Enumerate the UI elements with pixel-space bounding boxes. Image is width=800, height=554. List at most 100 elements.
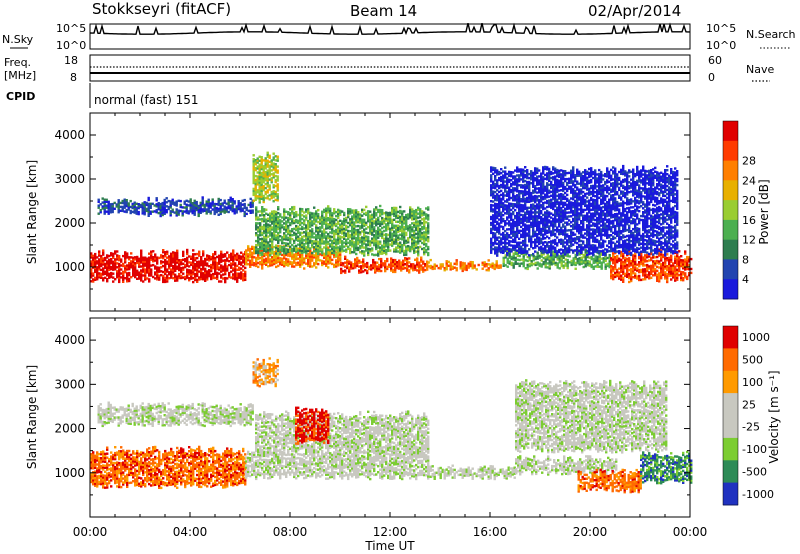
echo-column <box>542 166 545 254</box>
echo-column <box>236 252 239 283</box>
echo-column <box>410 263 413 270</box>
echo-column <box>526 169 529 255</box>
echo-column <box>100 254 103 279</box>
colorbar-swatch <box>723 239 738 260</box>
echo-column <box>92 254 95 283</box>
nsearch-label: N.Search <box>746 28 796 41</box>
velocity-colorbar-label: Velocity [m s⁻¹] <box>767 370 781 463</box>
echo-column <box>281 216 284 253</box>
echo-column <box>126 252 129 283</box>
date-label: 02/Apr/2014 <box>588 2 681 20</box>
echo-column <box>295 211 298 253</box>
colorbar-tick-label: 500 <box>742 354 763 367</box>
echo-column <box>141 202 144 215</box>
echo-column <box>158 256 161 281</box>
echo-column <box>435 264 438 268</box>
freq-unit-label: [MHz] <box>4 69 36 82</box>
echo-column <box>367 210 370 257</box>
echo-column <box>99 203 102 214</box>
x-axis-label: Time UT <box>364 539 415 553</box>
echo-column <box>307 208 310 252</box>
echo-column <box>171 198 174 213</box>
echo-column <box>152 250 155 279</box>
echo-column <box>386 257 389 271</box>
echo-column <box>115 203 118 208</box>
echo-column <box>196 252 199 283</box>
echo-column <box>387 211 390 252</box>
echo-column <box>269 212 272 257</box>
echo-column <box>297 213 300 252</box>
echo-column <box>417 206 420 257</box>
echo-column <box>451 265 454 270</box>
echo-column <box>376 261 379 272</box>
echo-column <box>390 257 393 272</box>
echo-column <box>352 263 355 270</box>
echo-column <box>626 249 629 278</box>
echo-column <box>392 258 395 274</box>
echo-column <box>164 251 167 284</box>
echo-column <box>175 200 178 217</box>
echo-column <box>499 264 502 269</box>
echo-column <box>210 256 213 281</box>
echo-column <box>283 208 286 255</box>
echo-column <box>163 198 166 215</box>
echo-column <box>427 261 430 268</box>
echo-column <box>556 168 559 257</box>
echo-column <box>351 209 354 254</box>
colorbar-swatch <box>723 393 738 416</box>
echo-column <box>552 166 555 250</box>
echo-column <box>646 254 649 279</box>
echo-column <box>103 198 106 215</box>
time-tick-labels: 00:00 04:00 08:00 12:00 16:00 20:00 00:00 <box>73 525 708 539</box>
colorbar-swatch <box>723 219 738 241</box>
echo-column <box>538 169 541 251</box>
echo-column <box>544 165 547 254</box>
echo-column <box>183 200 186 213</box>
colorbar-swatch <box>723 180 738 201</box>
echo-column <box>313 206 316 253</box>
echo-column <box>144 256 147 281</box>
echo-column <box>259 210 262 257</box>
echo-column <box>222 253 225 280</box>
echo-column <box>323 252 326 265</box>
echo-column <box>106 254 109 283</box>
echo-column <box>401 210 404 253</box>
echo-column <box>680 255 683 282</box>
echo-column <box>373 208 376 257</box>
echo-column <box>267 213 270 252</box>
echo-column <box>342 262 345 273</box>
echo-column <box>375 206 378 257</box>
echo-column <box>380 257 383 273</box>
echo-column <box>149 202 152 215</box>
echo-column <box>190 255 193 280</box>
echo-column <box>467 262 470 269</box>
echo-column <box>345 216 348 253</box>
echo-column <box>481 261 484 270</box>
echo-column <box>366 261 369 275</box>
echo-column <box>407 213 410 252</box>
velocity-y-axis-label: Slant Range [km] <box>25 365 39 469</box>
echo-column <box>249 247 252 268</box>
echo-column <box>133 201 136 214</box>
echo-column <box>220 250 223 283</box>
echo-column <box>420 256 423 271</box>
echo-column <box>130 252 133 279</box>
echo-column <box>554 167 557 253</box>
echo-column <box>485 262 488 272</box>
echo-column <box>620 250 623 281</box>
nsky-label: N.Sky <box>2 33 34 46</box>
colorbar-swatch <box>723 460 738 484</box>
echo-column <box>319 253 322 262</box>
echo-column <box>394 258 397 274</box>
echo-column <box>422 260 425 273</box>
echo-column <box>109 203 112 214</box>
echo-column <box>534 167 537 253</box>
echo-column <box>423 211 426 256</box>
echo-column <box>265 208 268 253</box>
colorbar-swatch <box>723 160 738 181</box>
echo-column <box>421 210 424 251</box>
echo-column <box>459 261 462 270</box>
colorbar-tick-label: 24 <box>742 174 756 187</box>
echo-column <box>156 256 159 281</box>
echo-column <box>341 210 344 253</box>
